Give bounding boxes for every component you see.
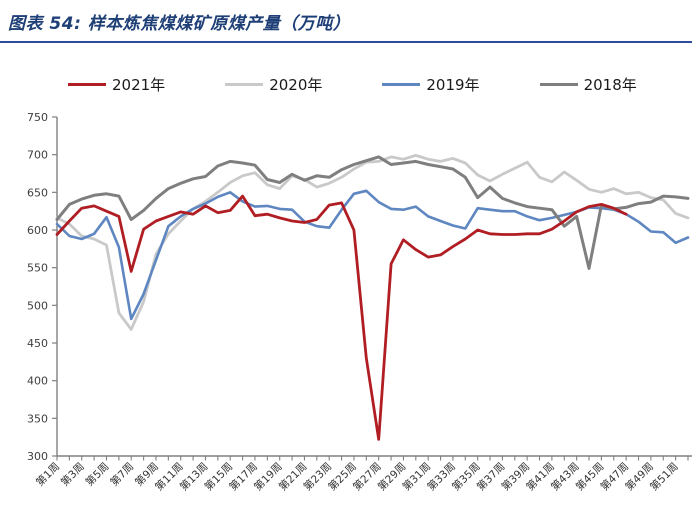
x-tick-label: 第1周 xyxy=(33,460,62,489)
y-tick-label: 650 xyxy=(27,186,48,199)
x-tick-label: 第5周 xyxy=(83,460,112,489)
y-tick-label: 700 xyxy=(27,149,48,162)
legend-label-2020: 2020年 xyxy=(269,76,323,94)
series-line-2021年 xyxy=(55,194,628,441)
legend-label-2019: 2019年 xyxy=(426,76,480,94)
chart-legend: 2021年 2020年 2019年 2018年 xyxy=(68,74,637,95)
legend-swatch-2019 xyxy=(382,83,421,86)
legend-item-2019: 2019年 xyxy=(382,74,480,95)
legend-item-2020: 2020年 xyxy=(225,74,322,95)
y-tick-label: 750 xyxy=(27,111,48,124)
y-tick-label: 450 xyxy=(27,337,48,350)
series-line-2018年 xyxy=(55,155,690,270)
x-tick-label: 第3周 xyxy=(58,460,87,489)
y-tick-label: 600 xyxy=(27,224,48,237)
y-tick-label: 400 xyxy=(27,375,48,388)
legend-label-2021: 2021年 xyxy=(112,76,166,94)
y-tick-label: 500 xyxy=(27,299,48,312)
y-tick-label: 300 xyxy=(27,450,48,463)
x-tick-label: 第7周 xyxy=(108,460,137,489)
figure-title: 图表 54: 样本炼焦煤煤矿原煤产量（万吨） xyxy=(8,14,351,34)
title-rule xyxy=(0,41,692,43)
legend-item-2018: 2018年 xyxy=(539,74,637,95)
legend-label-2018: 2018年 xyxy=(583,76,637,94)
legend-swatch-2020 xyxy=(225,83,264,86)
legend-item-2021: 2021年 xyxy=(68,74,165,95)
y-tick-label: 550 xyxy=(27,262,48,275)
legend-swatch-2018 xyxy=(539,83,578,86)
y-tick-label: 350 xyxy=(27,412,48,425)
series-line-2019年 xyxy=(55,189,690,321)
legend-swatch-2021 xyxy=(68,83,106,86)
x-tick-label: 第51周 xyxy=(647,460,680,493)
